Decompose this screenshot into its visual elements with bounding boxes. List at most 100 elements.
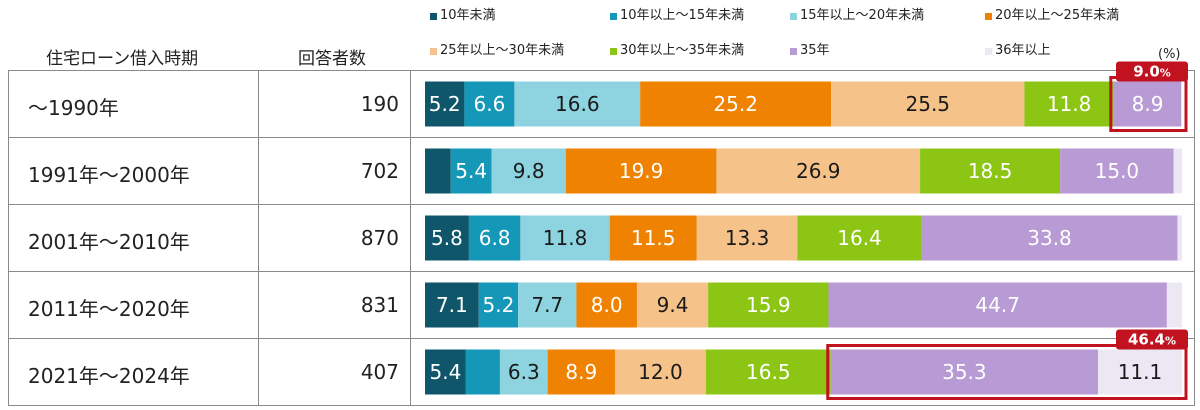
- legend-item: 35年: [790, 43, 830, 59]
- bar-segment: [1097, 349, 1182, 395]
- row-period: ～1990年: [28, 96, 119, 120]
- bar-value-label: 5.2: [429, 92, 461, 116]
- row-count: 870: [360, 226, 399, 250]
- bar-segment: [425, 349, 466, 395]
- bar-segment: [499, 349, 548, 395]
- bar-value-label: 26.9: [796, 159, 841, 183]
- bar-value-label: 35.3: [942, 360, 987, 384]
- row-period: 1991年～2000年: [28, 163, 190, 187]
- legend-swatch: [790, 47, 797, 55]
- bar-segment: [465, 349, 500, 395]
- bar-value-label: 7.7: [531, 293, 563, 317]
- bar-segment: [425, 215, 469, 261]
- highlight-tag: [1116, 329, 1188, 350]
- highlight-box: [826, 344, 1188, 400]
- row-divider: [8, 338, 1195, 339]
- row-divider: [8, 137, 1195, 138]
- bar-segment: [576, 282, 637, 328]
- bar-value-label: 11.1: [1118, 360, 1163, 384]
- bar-value-label: 12.0: [638, 360, 683, 384]
- legend: 10年未満 10年以上～15年未満 15年以上～20年未満 20年以上～25年未満 25…: [0, 0, 1200, 70]
- bar-segment: [696, 215, 798, 261]
- bar-value-label: 44.7: [975, 293, 1020, 317]
- bar-segment: [1113, 81, 1182, 127]
- bar-segment: [705, 349, 831, 395]
- highlight-total: 9.0%: [1133, 63, 1171, 81]
- bar-segment: [828, 282, 1167, 328]
- bar-value-label: 8.0: [591, 293, 623, 317]
- bar-segment: [1181, 81, 1182, 127]
- bar-segment: [491, 148, 566, 194]
- bar-value-label: 5.8: [431, 226, 463, 250]
- bar-value-label: 9.8: [513, 159, 545, 183]
- bar-segment: [830, 349, 1098, 395]
- bar-segment: [831, 81, 1025, 127]
- bar-segment: [1024, 81, 1114, 127]
- bar-segment: [1060, 148, 1174, 194]
- bar-segment: [716, 148, 921, 194]
- row-period: 2011年～2020年: [28, 297, 190, 321]
- bar-segment: [920, 148, 1061, 194]
- legend-swatch: [790, 12, 797, 20]
- bar-segment: [425, 81, 465, 127]
- bar-segment: [565, 148, 717, 194]
- bar-segment: [514, 81, 641, 127]
- bar-value-label: 7.1: [436, 293, 468, 317]
- bar-value-label: 25.5: [906, 92, 951, 116]
- col-divider: [8, 70, 9, 406]
- bar-value-label: 33.8: [1027, 226, 1072, 250]
- bar-segment: [450, 148, 492, 194]
- header-count: 回答者数: [298, 49, 366, 69]
- bar-value-label: 8.9: [565, 360, 597, 384]
- bar-value-label: 19.9: [619, 159, 664, 183]
- highlight-total: 46.4%: [1128, 331, 1176, 349]
- bar-segment: [640, 81, 832, 127]
- bar-value-label: 15.9: [746, 293, 791, 317]
- legend-swatch: [985, 47, 992, 55]
- bar-segment: [425, 148, 451, 194]
- bar-segment: [518, 282, 577, 328]
- legend-item: 30年以上～35年未満: [610, 43, 744, 59]
- table-border-top: [8, 70, 1195, 71]
- bar-value-label: 18.5: [968, 159, 1013, 183]
- bar-segment: [921, 215, 1178, 261]
- legend-item: 15年以上～20年未満: [790, 8, 924, 24]
- legend-item: 10年以上～15年未満: [610, 8, 744, 24]
- bar-value-label: 15.0: [1095, 159, 1140, 183]
- legend-item: 36年以上: [985, 43, 1051, 59]
- bar-value-label: 11.8: [543, 226, 588, 250]
- legend-label: 30年以上～35年未満: [620, 43, 745, 58]
- table-border-bottom: [8, 405, 1195, 406]
- bar-segment: [1166, 282, 1182, 328]
- legend-label: 10年以上～15年未満: [620, 8, 745, 23]
- bar-segment: [708, 282, 829, 328]
- legend-label: 10年未満: [440, 8, 496, 23]
- header-period: 住宅ローン借入時期: [46, 49, 199, 69]
- legend-swatch: [610, 12, 617, 20]
- col-divider: [1194, 70, 1195, 406]
- bar-segment: [464, 81, 515, 127]
- row-count: 407: [360, 360, 399, 384]
- bar-segment: [1173, 148, 1182, 194]
- bar-value-label: 25.2: [713, 92, 758, 116]
- legend-label: 15年以上～20年未満: [800, 8, 925, 23]
- row-divider: [8, 204, 1195, 205]
- legend-item: 20年以上～25年未満: [985, 8, 1119, 24]
- bar-value-label: 6.8: [479, 226, 511, 250]
- bar-value-label: 16.5: [746, 360, 791, 384]
- bar-value-label: 5.2: [483, 293, 515, 317]
- bar-value-label: 6.3: [508, 360, 540, 384]
- legend-label: 35年: [800, 43, 830, 58]
- bar-value-label: 16.4: [837, 226, 882, 250]
- legend-swatch: [610, 47, 617, 55]
- bar-value-label: 13.3: [725, 226, 770, 250]
- bar-segment: [547, 349, 615, 395]
- row-count: 702: [360, 159, 399, 183]
- legend-swatch: [430, 12, 437, 20]
- legend-label: 36年以上: [995, 43, 1051, 58]
- bar-value-label: 11.5: [631, 226, 676, 250]
- row-divider: [8, 271, 1195, 272]
- unit-label: (%): [1158, 47, 1181, 62]
- bar-value-label: 6.6: [474, 92, 506, 116]
